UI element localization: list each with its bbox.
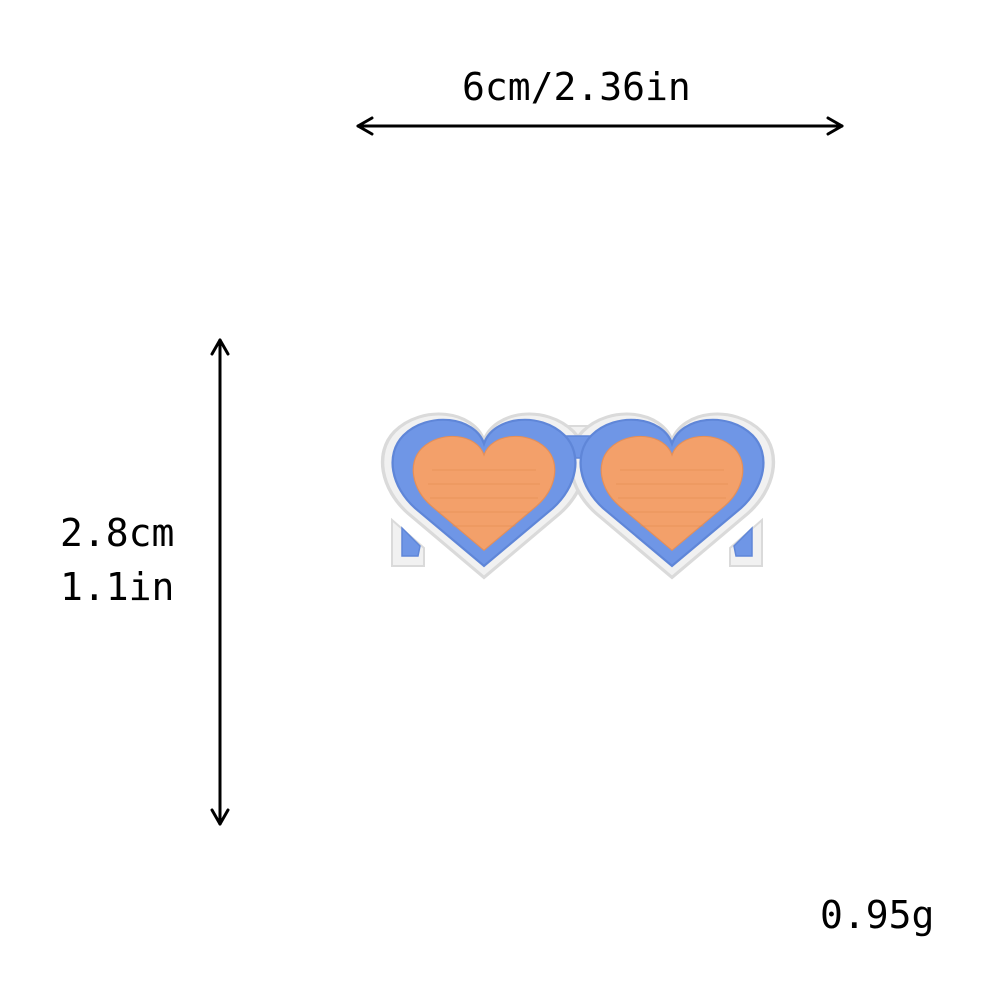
width-arrow bbox=[356, 116, 844, 136]
height-label: 2.8cm 1.1in bbox=[60, 506, 174, 614]
weight-label: 0.95g bbox=[820, 893, 935, 937]
height-label-in: 1.1in bbox=[60, 565, 175, 609]
heart-sunglasses-patch-icon bbox=[380, 412, 776, 580]
height-label-cm: 2.8cm bbox=[60, 511, 175, 555]
height-arrow bbox=[210, 338, 230, 826]
width-label: 6cm/2.36in bbox=[462, 65, 691, 109]
